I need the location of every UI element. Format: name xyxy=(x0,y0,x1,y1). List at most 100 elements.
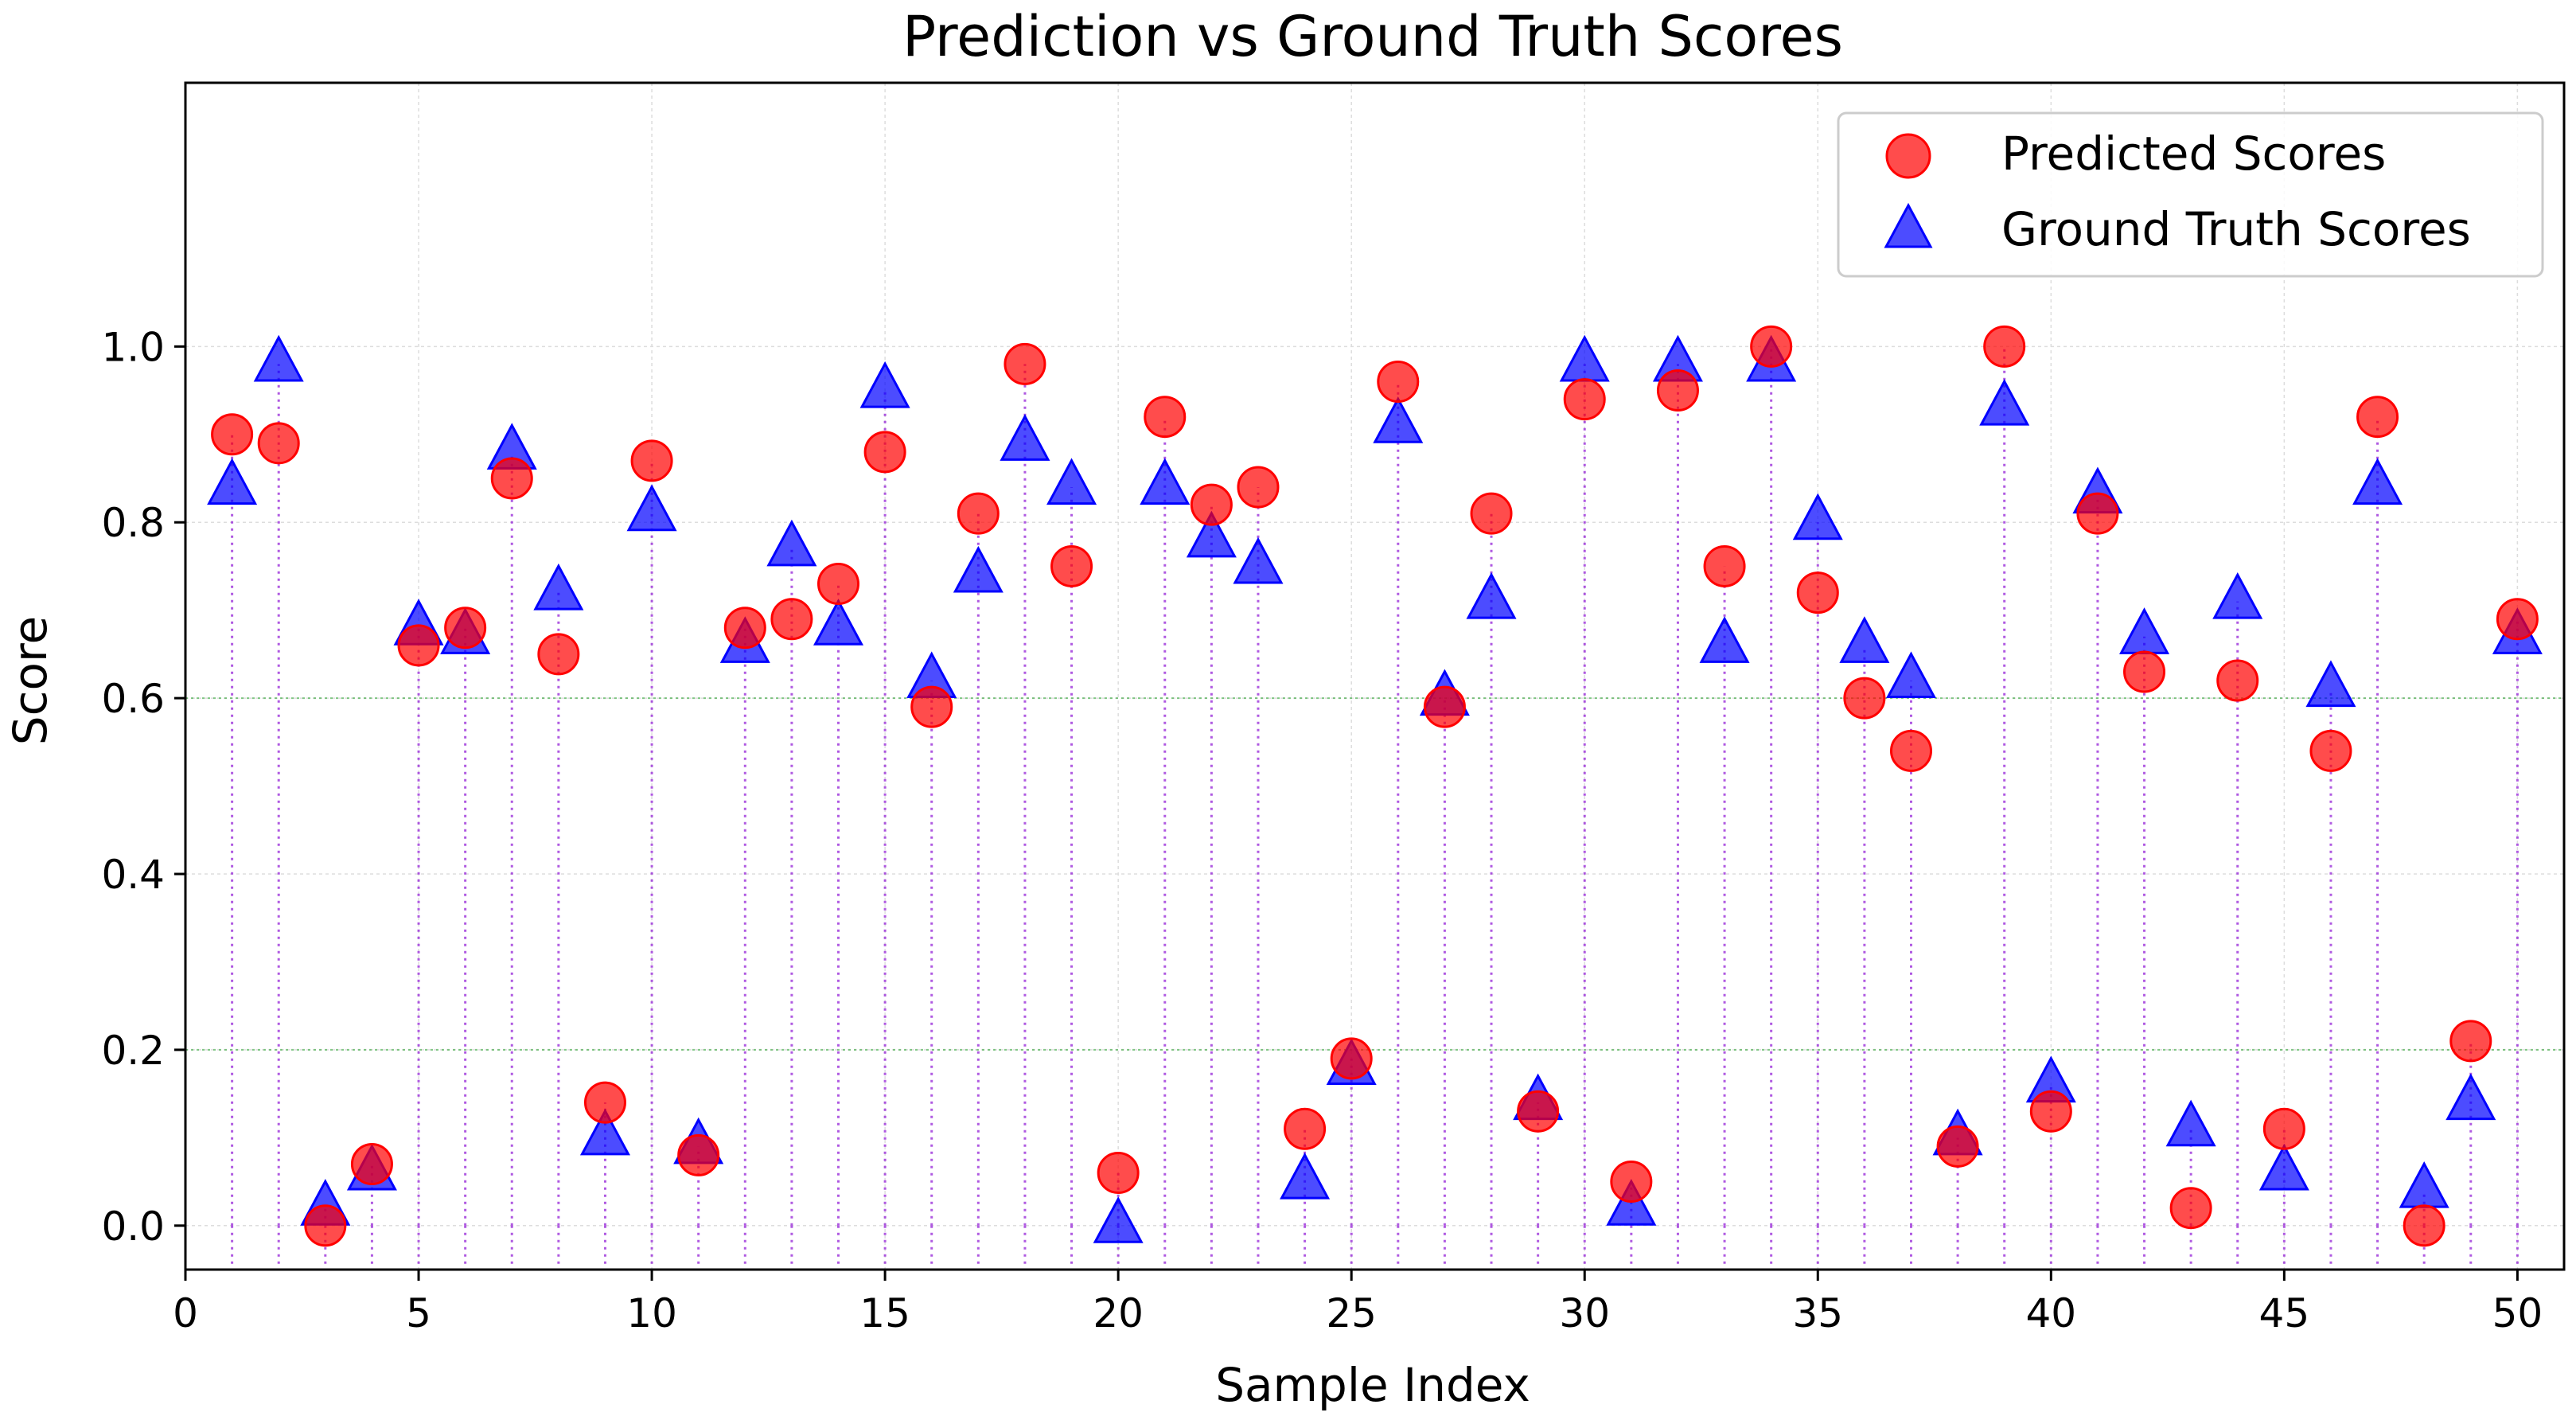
predicted-point xyxy=(537,633,580,676)
predicted-point xyxy=(2496,598,2539,641)
predicted-point xyxy=(1237,466,1280,509)
ground-truth-point xyxy=(579,1108,630,1156)
predicted-point xyxy=(770,598,813,641)
predicted-point xyxy=(2262,1107,2305,1150)
ground-truth-point xyxy=(533,563,584,611)
predicted-point xyxy=(257,422,300,465)
ground-truth-point xyxy=(859,361,910,408)
ground-truth-point xyxy=(2212,572,2263,619)
y-tick-label: 0.4 xyxy=(101,852,165,898)
ground-truth-point xyxy=(1140,458,1191,505)
predicted-point xyxy=(2309,729,2352,772)
ground-truth-series xyxy=(207,334,2543,1243)
predicted-point xyxy=(1796,572,1839,614)
predicted-point xyxy=(1656,369,1699,412)
predicted-point xyxy=(2403,1204,2445,1247)
ground-truth-point xyxy=(2445,1073,2496,1121)
predicted-point xyxy=(630,439,673,482)
predicted-point xyxy=(910,685,953,728)
y-tick-label: 0.0 xyxy=(101,1204,165,1250)
predicted-point xyxy=(723,607,766,650)
ground-truth-point xyxy=(1699,616,1750,663)
legend-triangle-marker xyxy=(1884,202,1933,248)
predicted-point xyxy=(2169,1187,2212,1230)
predicted-point xyxy=(1843,677,1886,720)
predicted-point xyxy=(2123,650,2166,693)
ground-truth-point xyxy=(1559,334,1610,382)
ground-truth-point xyxy=(1979,378,2030,426)
predicted-point xyxy=(583,1081,626,1124)
ground-truth-point xyxy=(626,484,677,532)
legend-label-predicted: Predicted Scores xyxy=(2001,127,2386,181)
x-tick-label: 30 xyxy=(1559,1290,1610,1336)
ground-truth-point xyxy=(1280,1152,1331,1200)
ground-truth-point xyxy=(253,334,304,382)
x-tick-label: 10 xyxy=(626,1290,677,1336)
predicted-point xyxy=(1423,685,1466,728)
predicted-point xyxy=(350,1142,393,1185)
y-axis-title: Score xyxy=(3,616,57,745)
predicted-point xyxy=(1284,1107,1327,1150)
ground-truth-point xyxy=(2399,1161,2449,1208)
ground-truth-point xyxy=(1466,572,1517,619)
predicted-point xyxy=(1330,1037,1373,1080)
predicted-point xyxy=(1889,729,1932,772)
x-tick-label: 5 xyxy=(406,1290,431,1336)
ground-truth-point xyxy=(1000,414,1050,461)
x-tick-label: 45 xyxy=(2259,1290,2310,1336)
predicted-point xyxy=(2356,396,2399,439)
predicted-point xyxy=(397,624,440,667)
predicted-point xyxy=(1563,378,1606,421)
legend: Predicted Scores Ground Truth Scores xyxy=(1837,111,2544,278)
x-axis-title: Sample Index xyxy=(1215,1358,1530,1412)
y-tick-label: 0.6 xyxy=(101,676,165,722)
ground-truth-point xyxy=(1373,396,1424,443)
ground-truth-point xyxy=(2258,1143,2309,1191)
predicted-series xyxy=(211,325,2539,1247)
plot-frame xyxy=(184,81,2566,1271)
ground-truth-point xyxy=(1186,510,1237,558)
ground-truth-point xyxy=(766,519,817,567)
predicted-point xyxy=(817,563,860,606)
ground-truth-point xyxy=(1233,536,1284,584)
ground-truth-point xyxy=(1046,458,1097,505)
x-axis-ticks: 0 5 10 15 20 25 30 35 40 45 50 xyxy=(173,1270,2543,1336)
predicted-point xyxy=(863,431,906,474)
y-tick-label: 0.8 xyxy=(101,500,165,546)
predicted-point xyxy=(2076,492,2119,535)
y-tick-label: 0.2 xyxy=(101,1028,165,1074)
legend-circle-marker xyxy=(1885,133,1931,179)
x-tick-label: 35 xyxy=(1792,1290,1843,1336)
chart-title: Prediction vs Ground Truth Scores xyxy=(902,4,1843,69)
predicted-point xyxy=(2216,659,2259,702)
legend-box xyxy=(1837,111,2544,278)
predicted-point xyxy=(1004,342,1046,385)
predicted-point xyxy=(1750,325,1793,368)
predicted-point xyxy=(1983,325,2026,368)
predicted-point xyxy=(2029,1090,2072,1133)
predicted-point xyxy=(1470,492,1513,535)
predicted-point xyxy=(1050,544,1093,587)
predicted-point xyxy=(490,457,533,500)
predicted-point xyxy=(304,1204,347,1247)
predicted-point xyxy=(1703,544,1746,587)
ground-truth-point xyxy=(1839,616,1890,663)
predicted-point xyxy=(211,413,254,456)
ground-truth-point xyxy=(2165,1099,2216,1147)
ground-truth-point xyxy=(1606,1179,1657,1226)
ground-truth-point xyxy=(953,545,1004,593)
highlight-lines xyxy=(185,697,2564,1051)
predicted-point xyxy=(677,1133,720,1176)
x-tick-label: 25 xyxy=(1326,1290,1377,1336)
legend-label-ground-truth: Ground Truth Scores xyxy=(2001,202,2471,256)
predicted-point xyxy=(2449,1020,2492,1063)
predicted-point xyxy=(1517,1090,1560,1133)
x-tick-label: 50 xyxy=(2492,1290,2543,1336)
ground-truth-point xyxy=(207,458,258,505)
y-axis-ticks: 0.0 0.2 0.4 0.6 0.8 1.0 xyxy=(101,324,185,1250)
predicted-point xyxy=(957,492,1000,535)
predicted-point xyxy=(1144,396,1187,439)
ground-truth-point xyxy=(2305,660,2356,708)
x-tick-label: 0 xyxy=(173,1290,198,1336)
